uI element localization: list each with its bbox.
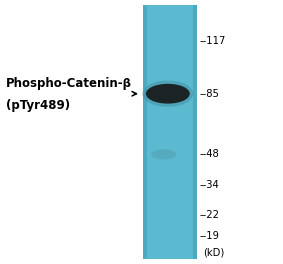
Bar [143, 5, 197, 259]
Ellipse shape [146, 84, 190, 103]
Text: (pTyr489): (pTyr489) [6, 99, 70, 112]
Text: --34: --34 [200, 180, 219, 190]
Text: Phospho-Catenin-β: Phospho-Catenin-β [6, 77, 132, 90]
Bar [147, 5, 193, 259]
Ellipse shape [142, 81, 193, 107]
Text: (kD): (kD) [203, 247, 224, 257]
Text: --22: --22 [200, 210, 220, 220]
Bar [143, 5, 147, 259]
Text: --85: --85 [200, 89, 219, 99]
Ellipse shape [151, 149, 176, 159]
Text: --19: --19 [200, 231, 220, 241]
Bar [193, 5, 197, 259]
Text: --117: --117 [200, 36, 226, 46]
Text: --48: --48 [200, 149, 219, 159]
